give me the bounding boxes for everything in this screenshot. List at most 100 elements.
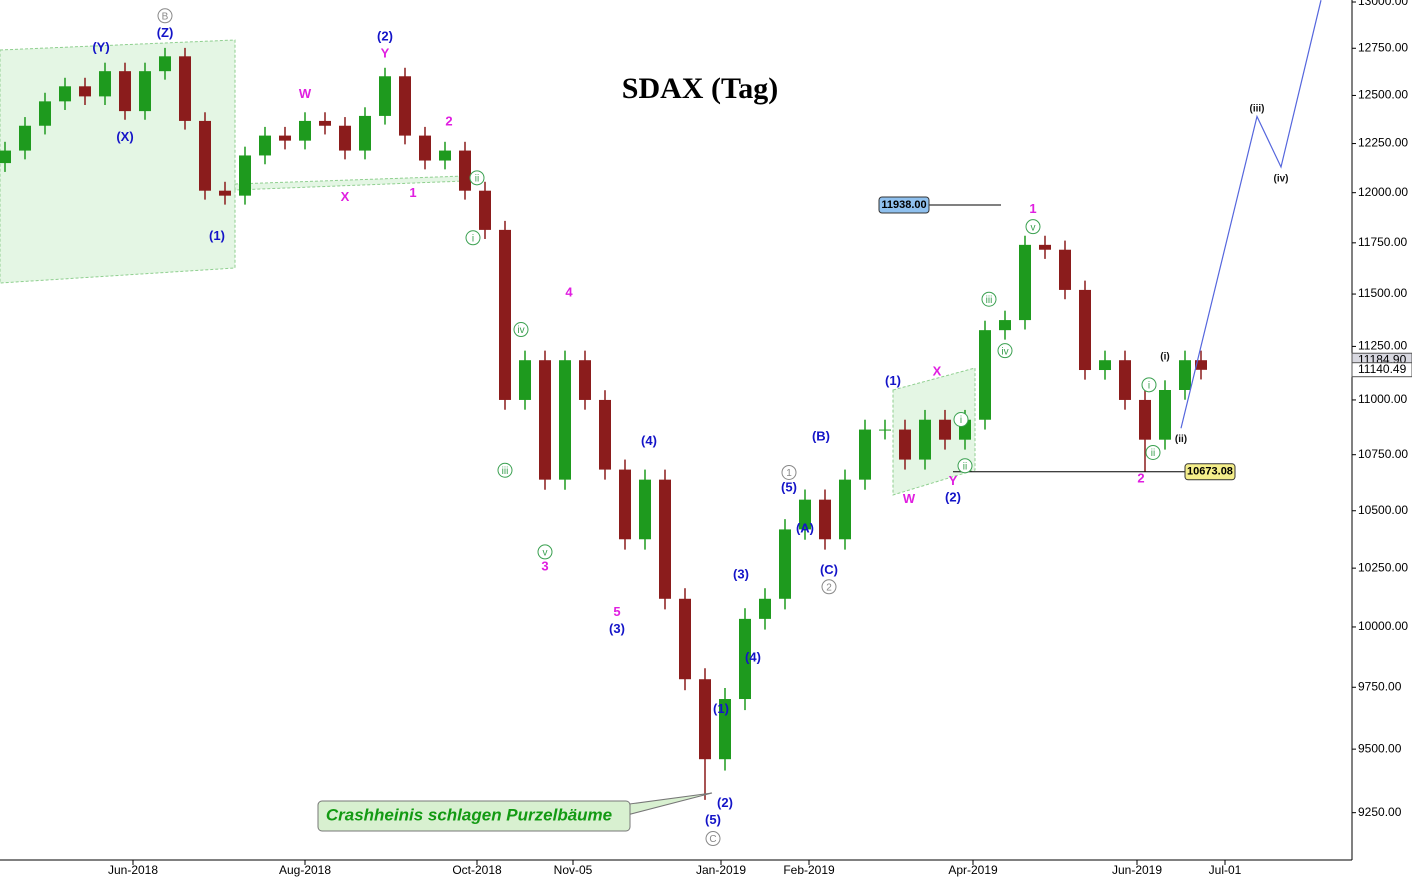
wave-label: (X)	[116, 129, 133, 144]
wave-label: (2)	[377, 29, 393, 44]
candle-body	[119, 71, 131, 112]
wave-circle	[957, 458, 973, 474]
x-tick-label: Apr-2019	[948, 863, 998, 877]
wave-label: ii	[963, 461, 967, 472]
candle-body	[219, 190, 231, 196]
wave-label: Y	[381, 45, 390, 60]
level-box	[1184, 463, 1236, 481]
wave-label: i	[1148, 380, 1150, 391]
candle-body	[1119, 360, 1131, 400]
wave-label: i	[472, 233, 474, 244]
candle-body	[819, 499, 831, 540]
wave-label: 2	[445, 114, 452, 129]
wave-label: 2	[1137, 471, 1144, 486]
candle-body	[879, 429, 891, 431]
wave-label: 1	[786, 468, 792, 479]
y-tick-label: 11750.00	[1358, 235, 1407, 249]
candle-body	[979, 330, 991, 420]
wave-label: ii	[475, 173, 479, 184]
wave-label: 1	[1029, 201, 1036, 216]
chart-title: SDAX (Tag)	[622, 72, 778, 105]
wave-label: iii	[502, 466, 509, 477]
wave-label: (4)	[745, 650, 761, 665]
candle-body	[439, 150, 451, 161]
y-tick-label: 9250.00	[1358, 805, 1402, 819]
y-tick-label: 11000.00	[1358, 392, 1407, 406]
candle-body	[519, 360, 531, 400]
wave-label: (Y)	[92, 39, 109, 54]
wave-label: iii	[986, 295, 993, 306]
candle-body	[539, 360, 551, 480]
plot-area	[0, 0, 1322, 800]
y-tick-label: 12250.00	[1358, 136, 1408, 150]
candle-body	[899, 429, 911, 460]
wave-label: (B)	[812, 428, 830, 443]
y-tick-label: 12000.00	[1358, 185, 1408, 199]
wave-label: (3)	[733, 567, 749, 582]
candle-body	[199, 120, 211, 191]
candle-body	[339, 125, 351, 151]
y-tick-label: 12750.00	[1358, 40, 1408, 54]
candle-body	[1195, 360, 1207, 370]
wave-label: 4	[565, 284, 573, 299]
candle-body	[1099, 360, 1111, 371]
candle-body	[859, 429, 871, 480]
channel	[234, 175, 466, 191]
candle-body	[1039, 244, 1051, 250]
channel	[892, 367, 976, 496]
wave-circle	[465, 230, 481, 246]
y-tick-label: 10500.00	[1358, 503, 1408, 517]
candle-body	[159, 56, 171, 72]
wave-label: X	[341, 189, 350, 204]
wave-label: W	[299, 86, 312, 101]
wave-circle	[157, 8, 173, 24]
candle-body	[99, 71, 111, 97]
price-label-box	[1351, 362, 1412, 378]
wave-label: (4)	[641, 433, 657, 448]
wave-label: i	[960, 415, 962, 426]
candle-body	[719, 699, 731, 760]
y-tick-label: 11250.00	[1358, 339, 1407, 353]
wave-label: iv	[517, 325, 524, 336]
price-label: 11140.49	[1358, 362, 1407, 376]
candle-body	[1179, 360, 1191, 390]
candle-body	[659, 479, 671, 599]
wave-circle	[1141, 377, 1157, 393]
wave-label: (2)	[717, 795, 733, 810]
wave-circle	[1025, 219, 1041, 235]
wave-circle	[705, 831, 721, 847]
candle-body	[839, 479, 851, 540]
y-tick-label: 12500.00	[1358, 88, 1408, 102]
candle-body	[1159, 389, 1171, 440]
wave-label: B	[162, 11, 169, 22]
level-label: 11938.00	[881, 199, 926, 211]
candle-body	[939, 419, 951, 440]
wave-label: (1)	[885, 373, 901, 388]
candle-body	[699, 679, 711, 760]
y-tick-label: 10000.00	[1358, 619, 1408, 633]
candle-body	[179, 56, 191, 121]
wave-circle	[537, 544, 553, 560]
wave-label: 1	[409, 185, 416, 200]
wave-circle	[953, 412, 969, 428]
candle-body	[559, 360, 571, 480]
wave-circle	[469, 170, 485, 186]
wave-label: W	[903, 491, 916, 506]
candle-body	[739, 618, 751, 700]
candle-body	[59, 86, 71, 102]
wave-label: (iv)	[1274, 173, 1289, 184]
candle-body	[399, 76, 411, 136]
candle-body	[679, 598, 691, 680]
wave-label: (iii)	[1250, 103, 1265, 114]
y-tick-label: 9500.00	[1358, 741, 1402, 755]
candle-body	[379, 76, 391, 116]
wave-label: v	[1031, 222, 1036, 233]
x-tick-label: Jul-01	[1209, 863, 1242, 877]
wave-label: C	[709, 834, 716, 845]
candle-body	[999, 320, 1011, 331]
channel	[0, 39, 236, 284]
x-tick-label: Jun-2019	[1112, 863, 1162, 877]
candle-body	[239, 155, 251, 196]
candle-body	[319, 120, 331, 126]
x-tick-label: Aug-2018	[279, 863, 331, 877]
